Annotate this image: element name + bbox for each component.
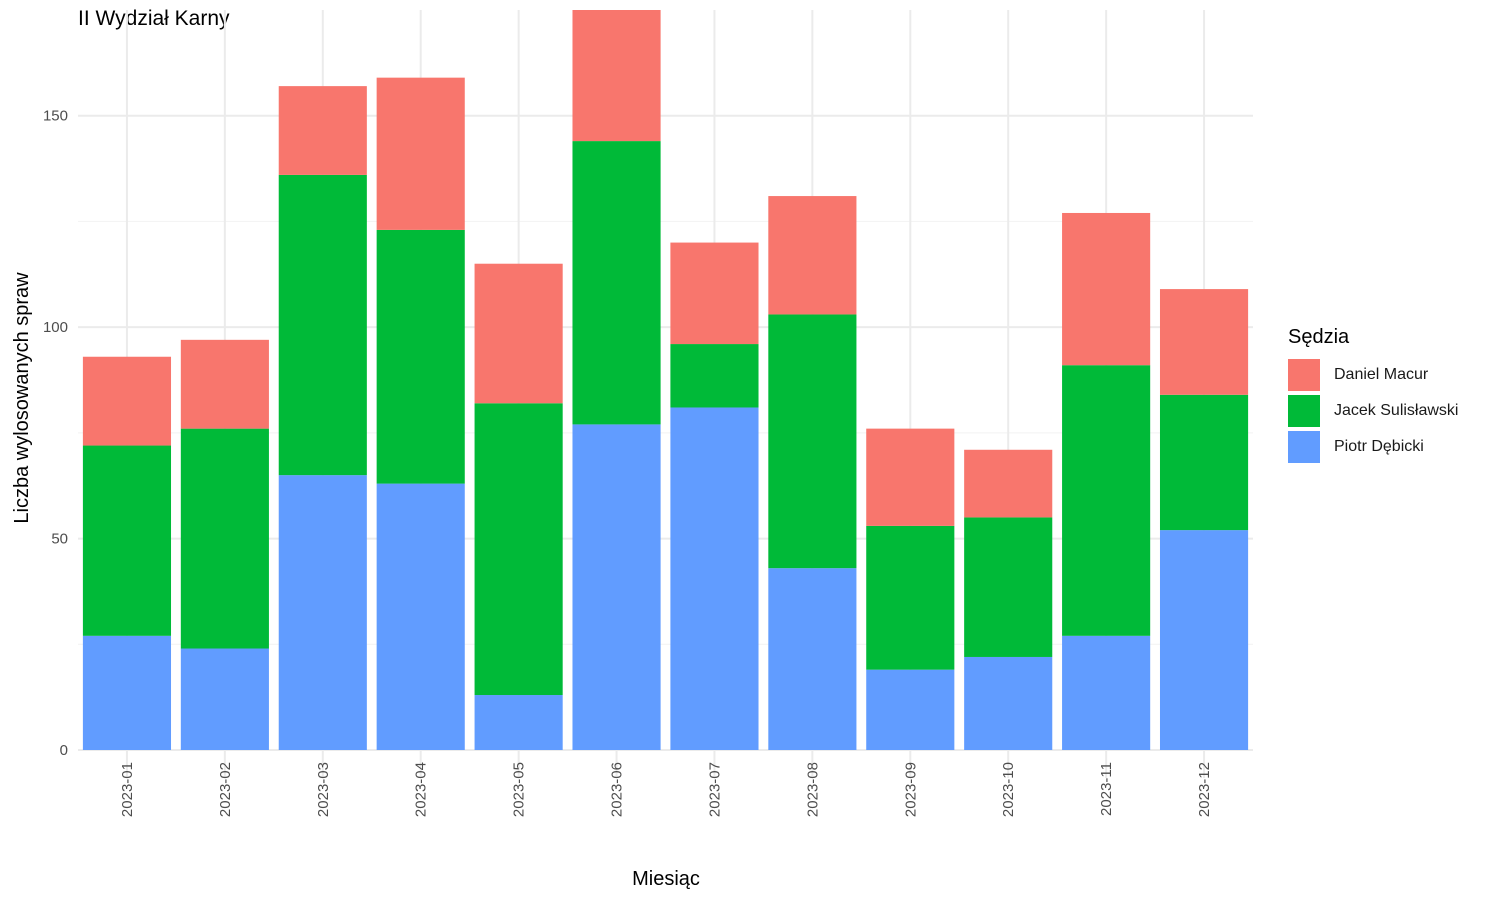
bar-segment: [1062, 212, 1151, 366]
chart-title: II Wydział Karny: [78, 7, 230, 30]
bar-segment: [572, 141, 661, 425]
bar-segment: [180, 648, 269, 750]
x-tick-label: 2023-05: [511, 762, 528, 817]
bar-segment: [572, 10, 661, 142]
x-axis-label: Miesiąc: [632, 868, 700, 890]
x-tick-label: 2023-01: [119, 762, 136, 817]
bar-segment: [474, 263, 563, 404]
bar-segment: [474, 695, 563, 750]
y-tick-label: 0: [60, 742, 68, 759]
legend-key-swatch: [1288, 395, 1320, 427]
y-tick-label: 100: [43, 319, 68, 336]
legend-title: Sędzia: [1288, 326, 1350, 348]
bar-segment: [1159, 289, 1249, 395]
x-tick-label: 2023-12: [1196, 762, 1213, 817]
bar-segment: [82, 356, 172, 446]
y-tick-label: 50: [51, 531, 68, 548]
x-tick-label: 2023-06: [609, 762, 626, 817]
bar-segment: [768, 196, 857, 315]
x-tick-label: 2023-10: [1000, 762, 1017, 817]
legend-label: Daniel Macur: [1334, 366, 1429, 383]
bar-segment: [180, 339, 269, 429]
legend-label: Jacek Sulisławski: [1334, 402, 1459, 419]
bar-segment: [670, 407, 759, 750]
legend-item: Jacek Sulisławski: [1288, 393, 1458, 429]
bar-segment: [1159, 530, 1249, 750]
bar-segment: [866, 525, 955, 670]
bar-segment: [964, 517, 1053, 657]
bar-segment: [376, 483, 465, 750]
x-tick-label: 2023-11: [1098, 762, 1115, 816]
bar-segment: [1159, 394, 1249, 531]
bar-segment: [1062, 635, 1151, 750]
bar-segment: [768, 568, 857, 750]
legend-item: Daniel Macur: [1288, 357, 1458, 393]
bar-segment: [180, 428, 269, 649]
bar-segment: [866, 428, 955, 526]
legend: Sędzia Daniel Macur Jacek Sulisławski Piot…: [1288, 326, 1458, 465]
bar-segment: [866, 669, 955, 750]
x-tick-label: 2023-03: [315, 762, 332, 817]
legend-key-swatch: [1288, 431, 1320, 463]
bar-segment: [474, 403, 563, 696]
x-tick-label: 2023-02: [217, 762, 234, 817]
y-axis-label: Liczba wylosowanych spraw: [11, 272, 33, 524]
x-tick-label: 2023-07: [706, 762, 723, 817]
bar-segment: [278, 475, 367, 750]
bar-segment: [278, 86, 367, 175]
bar-segment: [964, 656, 1053, 750]
bar-segment: [376, 229, 465, 484]
bar-segment: [670, 344, 759, 408]
bar-segment: [82, 445, 172, 636]
x-tick-label: 2023-08: [804, 762, 821, 817]
bar-segment: [768, 314, 857, 569]
legend-label: Piotr Dębicki: [1334, 438, 1424, 455]
bar-segment: [572, 424, 661, 750]
x-tick-label: 2023-04: [413, 762, 430, 817]
bar-segment: [964, 449, 1053, 518]
bar-segment: [376, 77, 465, 230]
legend-item: Piotr Dębicki: [1288, 429, 1458, 465]
bar-segment: [278, 174, 367, 476]
bar-segment: [82, 635, 172, 750]
legend-key-swatch: [1288, 359, 1320, 391]
bar-segment: [1062, 365, 1151, 636]
y-tick-label: 150: [43, 108, 68, 125]
bar-segment: [670, 242, 759, 345]
x-tick-label: 2023-09: [902, 762, 919, 817]
